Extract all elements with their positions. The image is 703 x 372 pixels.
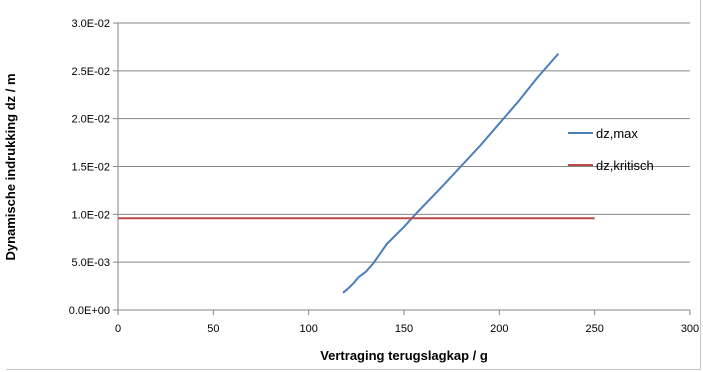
x-tick-label: 250 xyxy=(585,323,603,335)
x-axis-title: Vertraging terugslagkap / g xyxy=(320,348,488,363)
y-tick-label: 1.5E-02 xyxy=(71,162,110,174)
x-tick-label: 300 xyxy=(681,323,699,335)
legend: dz,max dz,kritisch xyxy=(568,126,654,173)
axes xyxy=(117,23,690,311)
grid xyxy=(113,22,691,315)
series xyxy=(118,52,595,294)
chart-frame xyxy=(6,0,701,370)
x-tick-label: 200 xyxy=(490,323,508,335)
y-tick-label: 0.0E+00 xyxy=(69,305,110,317)
legend-label-dz-max: dz,max xyxy=(596,126,638,141)
x-tick-label: 150 xyxy=(395,323,413,335)
y-tick-label: 1.0E-02 xyxy=(71,209,110,221)
y-tick-labels: 0.0E+00 5.0E-03 1.0E-02 1.5E-02 2.0E-02 2.5E-… xyxy=(69,18,110,317)
y-tick-label: 2.0E-02 xyxy=(71,114,110,126)
y-tick-label: 3.0E-02 xyxy=(71,18,110,30)
y-tick-label: 2.5E-02 xyxy=(71,66,110,78)
x-tick-labels: 0 50 100 150 200 250 300 xyxy=(115,323,699,335)
y-axis-title: Dynamische indrukking dz / m xyxy=(3,73,18,260)
x-tick-label: 50 xyxy=(207,323,219,335)
x-tick-label: 0 xyxy=(115,323,121,335)
series-line-dz-max xyxy=(342,52,560,294)
legend-label-dz-kritisch: dz,kritisch xyxy=(596,158,654,173)
x-tick-label: 100 xyxy=(299,323,317,335)
y-tick-label: 5.0E-03 xyxy=(71,257,110,269)
